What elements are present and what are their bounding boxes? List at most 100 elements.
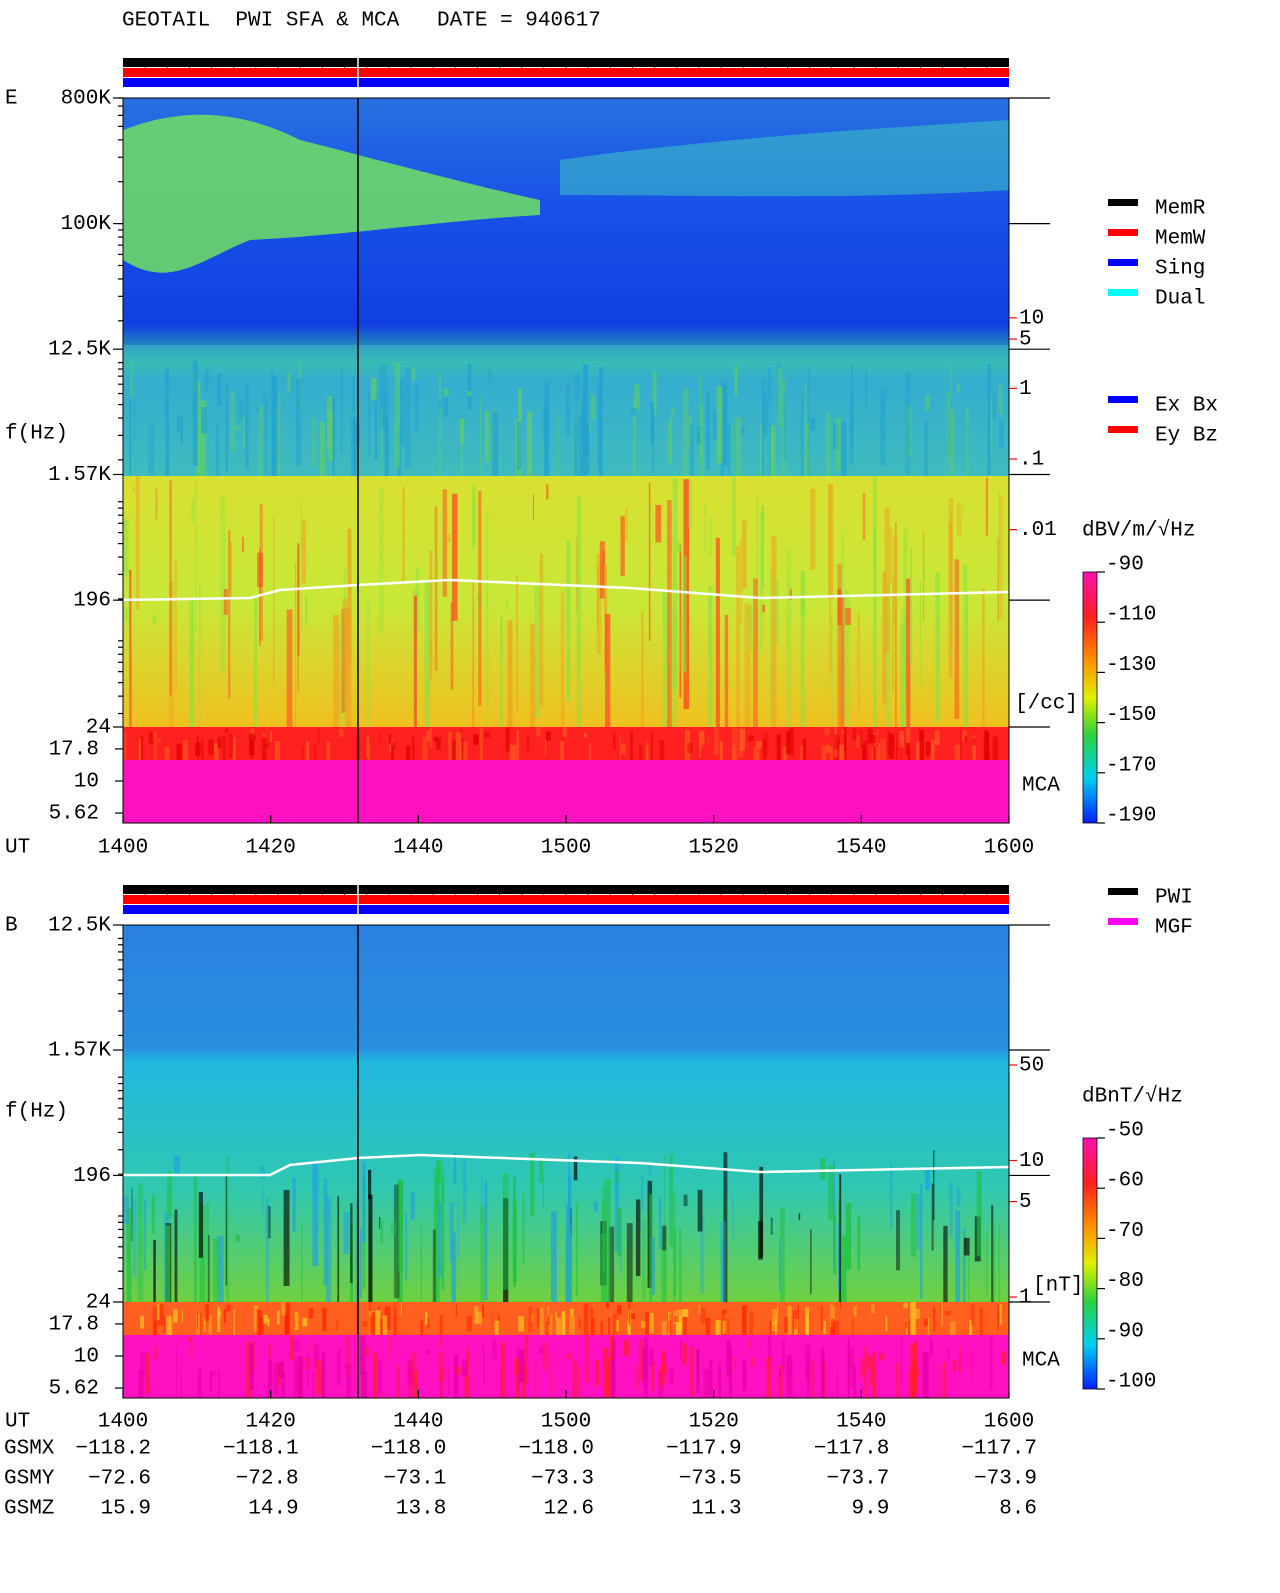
texture-stripe [397,428,402,476]
texture-stripe [591,1318,596,1335]
texture-stripe [732,727,738,760]
texture-stripe [500,1342,507,1397]
texture-stripe [272,376,278,476]
texture-stripe [688,481,692,529]
texture-stripe [281,1302,286,1316]
texture-stripe [820,1158,826,1180]
colorbar-tick-label: -110 [1106,604,1156,627]
texture-stripe [712,410,717,440]
texture-stripe [708,585,713,727]
texture-stripe [943,1361,947,1398]
texture-stripe [997,1304,999,1332]
texture-stripe [472,580,474,727]
texture-stripe [966,590,968,727]
texture-stripe [440,1369,444,1398]
texture-stripe [658,1371,664,1398]
texture-stripe [690,1346,694,1396]
legend-label: Sing [1155,258,1205,281]
texture-stripe [593,1201,598,1212]
texture-stripe [969,1320,973,1335]
texture-stripe [394,362,400,468]
texture-stripe [190,617,194,727]
texture-stripe [589,421,592,432]
y2-tick-label: 10 [1019,1150,1044,1173]
texture-stripe [948,498,954,599]
texture-stripe [213,743,219,760]
texture-stripe [642,1218,646,1302]
texture-stripe [663,1154,666,1296]
texture-stripe [903,1302,908,1309]
texture-stripe [472,485,476,547]
texture-stripe [481,1172,483,1221]
texture-stripe [555,1311,557,1321]
texture-stripe [731,745,736,760]
texture-stripe [486,511,489,727]
texture-stripe [197,1368,202,1398]
texture-stripe [869,1356,873,1386]
texture-stripe [139,1352,146,1377]
texture-stripe [957,382,960,394]
texture-stripe [259,503,264,641]
texture-stripe [753,578,758,727]
texture-stripe [292,1177,296,1232]
texture-stripe [641,611,644,727]
texture-stripe [574,422,578,476]
texture-stripe [716,386,723,463]
texture-stripe [475,735,479,746]
texture-stripe [810,1359,815,1396]
texture-stripe [744,603,751,727]
texture-stripe [393,1302,397,1335]
texture-stripe [606,1364,610,1395]
texture-stripe [405,745,411,760]
texture-stripe [388,733,392,745]
texture-stripe [696,426,702,445]
texture-stripe [201,739,204,760]
x-tick-label: 1540 [836,837,886,860]
texture-stripe [932,1150,935,1221]
texture-stripe [841,532,844,715]
texture-stripe [140,736,144,760]
texture-stripe [853,1306,857,1317]
texture-stripe [668,1311,670,1335]
texture-stripe [424,582,431,727]
texture-stripe [943,1225,948,1302]
spectrogram-band [123,345,1009,476]
texture-stripe [762,392,768,436]
texture-stripe [916,1363,918,1390]
texture-stripe [930,740,935,760]
texture-stripe [138,1370,144,1398]
texture-stripe [512,1176,516,1287]
texture-stripe [488,369,492,380]
texture-stripe [682,387,689,476]
texture-stripe [249,733,255,755]
texture-stripe [610,1341,616,1398]
texture-stripe [652,371,657,416]
texture-stripe [157,1304,164,1326]
texture-stripe [294,1311,299,1330]
texture-stripe [775,579,779,644]
texture-stripe [154,1345,158,1359]
texture-stripe [947,1347,950,1359]
texture-stripe [256,407,260,412]
texture-stripe [328,412,333,461]
texture-stripe [669,1368,675,1386]
texture-stripe [217,1235,224,1302]
texture-stripe [810,488,816,570]
texture-stripe [267,1318,270,1327]
texture-stripe [226,1155,230,1302]
texture-stripe [576,495,581,727]
texture-stripe [307,1353,309,1387]
texture-stripe [568,1153,571,1232]
texture-stripe [787,1306,792,1335]
texture-stripe [610,1335,614,1361]
texture-stripe [970,1346,973,1386]
texture-stripe [741,520,747,589]
texture-stripe [226,1304,231,1312]
texture-stripe [448,534,451,542]
texture-stripe [435,737,441,751]
ephemeris-value: −73.3 [531,1468,594,1491]
texture-stripe [294,1339,301,1352]
colorbar-tick-label: -170 [1106,754,1156,777]
texture-stripe [366,601,370,727]
